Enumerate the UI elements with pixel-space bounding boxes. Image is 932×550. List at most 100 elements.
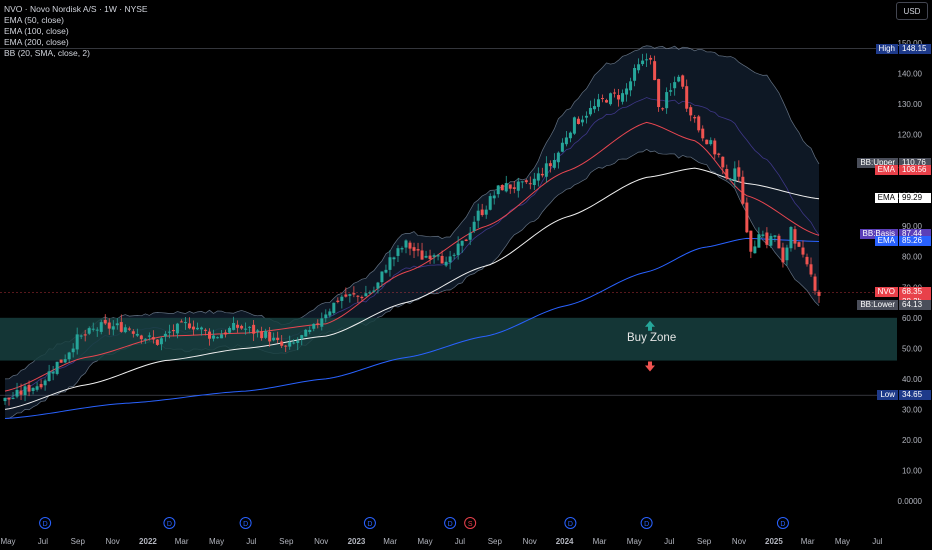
candle (236, 320, 240, 333)
candle-body (204, 329, 207, 331)
candle-body (392, 257, 396, 260)
time-tick-label: May (417, 537, 432, 546)
time-tick-label: Mar (175, 537, 189, 546)
marker-letter: D (568, 521, 573, 528)
candle (793, 225, 797, 250)
dividend-marker-icon[interactable]: D (444, 517, 457, 529)
candle (725, 164, 729, 180)
candle (11, 392, 15, 400)
candle-body (540, 173, 544, 176)
dividend-marker-icon[interactable]: D (163, 517, 176, 529)
candle-body (448, 256, 452, 263)
candle-body (757, 234, 761, 248)
candle-body (252, 324, 256, 334)
price-tag-value: 108.56 (899, 164, 931, 175)
price-tick-label: 80.00 (902, 253, 923, 262)
candle (817, 289, 821, 303)
candle-body (304, 329, 308, 337)
candle-body (87, 328, 91, 334)
marker-circle (564, 517, 577, 529)
dividend-marker-icon[interactable]: D (564, 517, 577, 529)
marker-letter: D (367, 521, 372, 528)
candle-body (135, 333, 139, 336)
candle-body (500, 185, 504, 191)
candle-body (27, 384, 31, 392)
candle (147, 332, 151, 341)
candle-body (103, 319, 107, 324)
dividend-marker-icon[interactable]: D (363, 517, 376, 529)
legend-ema200[interactable]: EMA (200, close) (4, 37, 69, 47)
candle (629, 77, 633, 97)
split-marker-icon[interactable]: S (464, 517, 477, 529)
candle (139, 334, 143, 344)
time-tick-label: Nov (523, 537, 537, 546)
candle-body (617, 95, 621, 100)
candle (584, 111, 588, 124)
price-tick-label: 0.0000 (898, 497, 923, 506)
candle-body (199, 327, 203, 330)
indicator-lines (4, 121, 820, 420)
candle-body (532, 178, 536, 186)
candle-body (584, 115, 588, 118)
price-tick-label: 150.00 (898, 39, 923, 48)
candle (813, 273, 817, 295)
currency-button[interactable]: USD (896, 2, 928, 20)
legend-bollinger[interactable]: BB (20, SMA, close, 2) (4, 48, 90, 58)
candle-body (641, 60, 645, 65)
candle-body (11, 397, 15, 399)
candle-body (701, 128, 705, 139)
candle (765, 227, 769, 249)
candle-body (316, 323, 320, 325)
marker-circle (239, 517, 252, 529)
dividend-marker-icon[interactable]: D (776, 517, 789, 529)
candle-body (600, 98, 604, 100)
time-tick-label: Nov (314, 537, 328, 546)
candle-body (733, 168, 737, 181)
candle (773, 234, 777, 243)
candle-body (35, 386, 39, 390)
candle-body (284, 345, 288, 347)
candle-body (793, 229, 797, 244)
candle (472, 216, 476, 234)
candle (697, 114, 701, 133)
candle (400, 246, 404, 253)
candle (163, 331, 167, 342)
candle-body (464, 239, 468, 242)
time-tick-label: Sep (697, 537, 712, 546)
buy-zone-rect (0, 317, 897, 361)
marker-letter: D (448, 521, 453, 528)
legend-ema100[interactable]: EMA (100, close) (4, 26, 69, 36)
candle (87, 326, 91, 336)
candle-body (352, 293, 356, 295)
candle (107, 318, 111, 335)
candle (111, 320, 115, 336)
candle (384, 264, 388, 274)
candle (741, 170, 745, 206)
time-tick-label: 2025 (765, 537, 783, 546)
ema200-line (4, 237, 820, 420)
candle-body (749, 230, 753, 252)
candle-body (320, 318, 324, 327)
candle-body (404, 240, 408, 248)
dividend-marker-icon[interactable]: D (239, 517, 252, 529)
time-tick-label: Jul (455, 537, 465, 546)
candle (737, 160, 741, 183)
candle-body (785, 247, 789, 261)
legend-ema50[interactable]: EMA (50, close) (4, 15, 64, 25)
candle (31, 387, 35, 395)
candle-body (3, 397, 7, 402)
dividend-marker-icon[interactable]: D (640, 517, 653, 529)
dividend-marker-icon[interactable]: D (39, 517, 52, 529)
marker-circle (363, 517, 376, 529)
candle-body (268, 331, 272, 342)
candle (785, 244, 789, 266)
candle-body (669, 90, 673, 92)
price-tick-label: 140.00 (898, 70, 923, 79)
candle-body (236, 324, 240, 328)
bollinger-band-fill (4, 45, 820, 419)
candle-body (508, 184, 512, 189)
candle-body (95, 329, 99, 331)
candle (633, 64, 637, 87)
